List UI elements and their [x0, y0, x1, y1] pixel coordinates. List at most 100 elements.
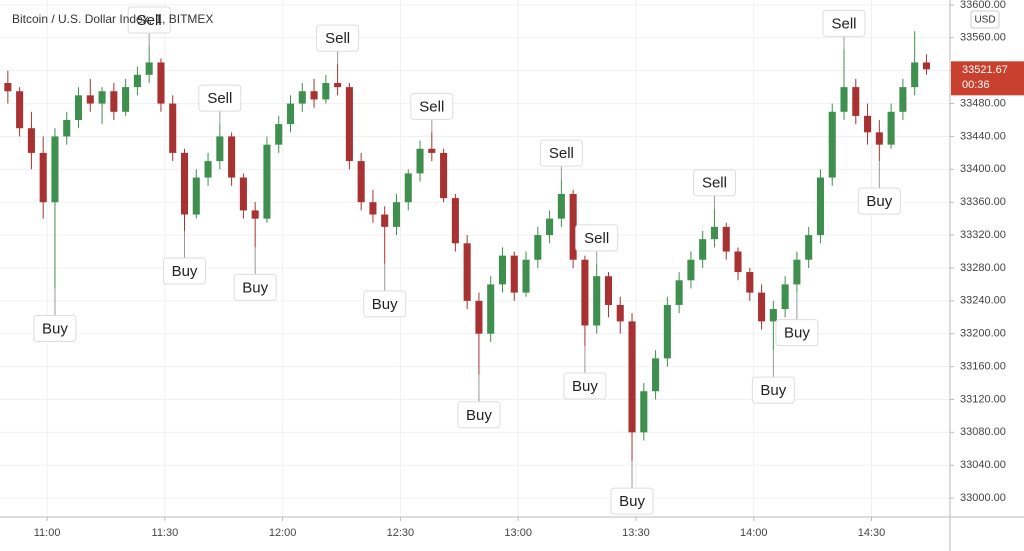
- annotation-label: Sell: [702, 175, 727, 192]
- candle-body: [369, 202, 377, 215]
- candle-body: [699, 239, 707, 260]
- y-tick-label: 33240.00: [960, 295, 1006, 307]
- candle-body: [440, 152, 448, 199]
- annotation-box: [751, 376, 795, 404]
- annotation-label: Buy: [619, 493, 645, 510]
- candle-body: [298, 91, 306, 104]
- candle-body: [475, 300, 483, 334]
- candle-body: [204, 161, 212, 178]
- candle-body: [275, 124, 283, 145]
- candle-body: [4, 83, 12, 92]
- annotation-label: Buy: [466, 407, 492, 424]
- candle-body: [86, 95, 94, 104]
- candle-body: [581, 259, 589, 326]
- y-tick-label: 33480.00: [960, 97, 1006, 109]
- candle-body: [451, 198, 459, 244]
- candle-body: [357, 161, 365, 203]
- candle-body: [569, 193, 577, 260]
- candle-body: [852, 87, 860, 116]
- annotation-label: Sell: [549, 145, 574, 162]
- candle-body: [404, 173, 412, 203]
- annotation-label: Sell: [137, 12, 162, 29]
- candle-body: [628, 321, 636, 433]
- candle-body: [286, 103, 295, 125]
- candle-body: [463, 243, 471, 301]
- annotation-box: [575, 224, 619, 252]
- candle-body: [263, 144, 271, 219]
- candle-body: [899, 87, 907, 112]
- currency-box: [970, 10, 1000, 29]
- x-tick-label: 12:30: [387, 527, 415, 539]
- candle-body: [663, 304, 671, 359]
- annotation-box: [198, 84, 242, 112]
- candle-body: [310, 91, 318, 100]
- candle-body: [157, 62, 165, 104]
- last-price: 33521.67: [962, 64, 1008, 76]
- x-tick-label: 12:00: [269, 527, 297, 539]
- candle-body: [133, 74, 141, 88]
- candle-body: [98, 91, 106, 104]
- candle-body: [122, 87, 130, 112]
- x-tick-label: 11:30: [152, 527, 179, 539]
- candle-body: [334, 83, 342, 88]
- candle-body: [322, 83, 330, 100]
- candle-body: [922, 62, 930, 70]
- candle-body: [510, 255, 518, 293]
- y-tick-label: 33320.00: [960, 229, 1006, 241]
- annotation-box: [457, 401, 501, 429]
- plot: Buy Sell Buy Sell Buy Sell Buy Sell Buy Sell Buy Se…: [4, 6, 930, 515]
- candle-body: [381, 214, 389, 227]
- candle-body: [710, 226, 718, 240]
- y-tick-label: 33120.00: [960, 393, 1006, 405]
- candle-body: [722, 226, 730, 252]
- x-tick-label: 13:30: [622, 527, 650, 539]
- annotation-box: [33, 315, 77, 343]
- y-tick-label: 33400.00: [960, 163, 1006, 175]
- candle-body: [192, 177, 200, 215]
- annotation-label: Sell: [207, 90, 232, 107]
- y-tick-label: 33600.00: [960, 0, 1006, 11]
- candle-body: [734, 251, 742, 273]
- candle-body: [675, 280, 683, 305]
- last-price-box: [951, 61, 1024, 96]
- candle-body: [828, 111, 836, 178]
- y-tick-label: 33080.00: [960, 426, 1006, 438]
- candle-body: [534, 235, 542, 260]
- candle-body: [758, 292, 766, 322]
- annotation-box: [163, 257, 207, 285]
- annotation-label: Buy: [372, 296, 398, 313]
- annotation-box: [692, 169, 736, 197]
- candle-body: [840, 87, 848, 112]
- candle-body: [345, 87, 353, 162]
- annotation-label: Buy: [172, 263, 198, 280]
- candle-body: [216, 136, 224, 162]
- y-tick-label: 33360.00: [960, 196, 1006, 208]
- chart-title: Bitcoin / U.S. Dollar Index, 1, BITMEX: [12, 12, 213, 26]
- candle-body: [180, 152, 189, 215]
- candle-body: [687, 259, 695, 281]
- x-tick-label: 13:00: [504, 527, 532, 539]
- x-tick-label: 11:00: [34, 527, 61, 539]
- candle-body: [616, 304, 624, 322]
- candle-body: [864, 115, 872, 133]
- annotation-box: [233, 273, 277, 301]
- candle-body: [652, 358, 660, 392]
- candle-body: [816, 177, 824, 236]
- annotation-label: Sell: [325, 30, 350, 47]
- annotation-box: [563, 372, 607, 400]
- candle-body: [522, 259, 530, 293]
- countdown: 00:36: [962, 79, 990, 91]
- candle-body: [416, 148, 424, 174]
- candle-body: [911, 62, 919, 88]
- annotation-box: [822, 9, 866, 37]
- annotation-label: Buy: [572, 378, 598, 395]
- candle-body: [498, 255, 507, 285]
- annotation-box: [775, 319, 819, 347]
- candle-body: [887, 111, 895, 145]
- candle-body: [769, 309, 777, 322]
- y-tick-label: 33200.00: [960, 328, 1006, 340]
- candle-body: [805, 235, 813, 260]
- annotation-box: [857, 187, 901, 215]
- candle-body: [27, 128, 35, 153]
